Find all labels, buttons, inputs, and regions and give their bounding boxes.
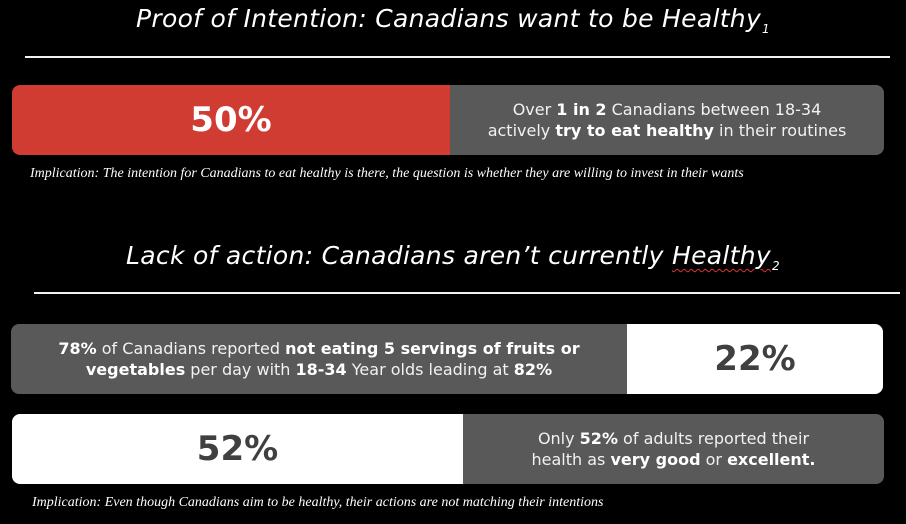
section1-implication: Implication: The intention for Canadians… — [30, 166, 744, 181]
section1-desc-line1: Over 1 in 2 Canadians between 18-34 — [512, 100, 822, 119]
section2-stat1-line1: 78% of Canadians reported not eating 5 s… — [58, 339, 580, 358]
section2-implication: Implication: Even though Canadians aim t… — [32, 495, 604, 510]
section2-stat2-line1: Only 52% of adults reported their — [537, 429, 810, 448]
section2-stat2-description: Only 52% of adults reported their health… — [463, 414, 884, 484]
section2-stat1-line2: vegetables per day with 18-34 Year olds … — [85, 360, 553, 379]
section1-stat-description: Over 1 in 2 Canadians between 18-34 acti… — [450, 85, 884, 155]
section2-stat2-bar: 52% Only 52% of adults reported their he… — [12, 414, 884, 484]
section1-title: Proof of Intention: Canadians want to be… — [136, 4, 770, 36]
section2-stat2-value: 52% — [12, 414, 463, 484]
section1-stat-value: 50% — [12, 85, 450, 155]
section2-stat1-value: 22% — [627, 324, 883, 394]
section1-divider — [25, 56, 890, 58]
section2-stat2-line2: health as very good or excellent. — [531, 450, 816, 469]
section1-title-reference: 1 — [762, 22, 770, 36]
section1-stat-bar: 50% Over 1 in 2 Canadians between 18-34 … — [12, 85, 884, 155]
section1-desc-line2: actively try to eat healthy in their rou… — [487, 121, 847, 140]
section2-title-word: Healthy — [672, 241, 772, 270]
section2-title: Lack of action: Canadians aren’t current… — [126, 241, 780, 273]
section2-title-reference: 2 — [772, 259, 780, 273]
section2-stat1-description: 78% of Canadians reported not eating 5 s… — [11, 324, 627, 394]
section2-divider — [34, 292, 900, 294]
section2-stat1-bar: 78% of Canadians reported not eating 5 s… — [11, 324, 883, 394]
